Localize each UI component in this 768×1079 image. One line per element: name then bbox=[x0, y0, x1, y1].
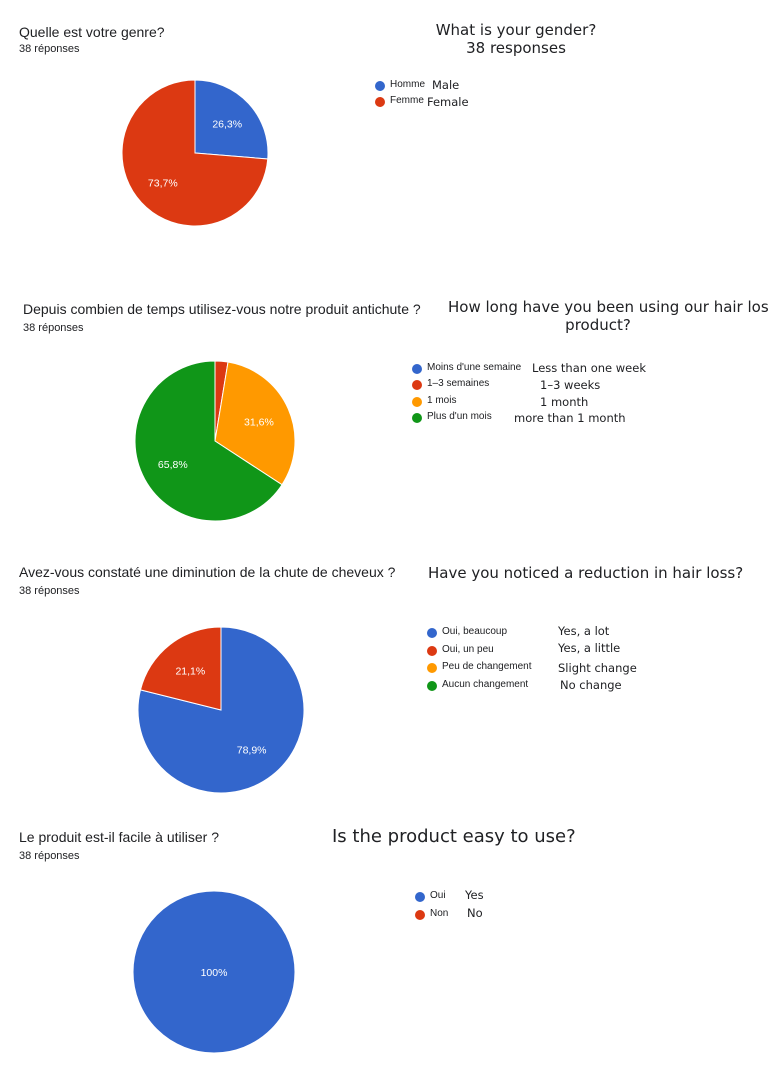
slice-value-label: 73,7% bbox=[148, 178, 178, 190]
translated-title: What is your gender? 38 responses bbox=[416, 21, 616, 57]
pie-chart: 31,6% 65,8% bbox=[134, 360, 296, 522]
legend-translation: Yes bbox=[465, 888, 484, 902]
legend-translation: Slight change bbox=[558, 661, 637, 675]
legend-label: Peu de changement bbox=[442, 661, 532, 672]
legend-label: Femme bbox=[390, 95, 424, 106]
translated-title-line: product? bbox=[565, 316, 631, 334]
legend-dot bbox=[427, 663, 437, 673]
pie-chart: 78,9% 21,1% bbox=[137, 626, 305, 794]
pie-slice-plus-d-un-mois[interactable] bbox=[134, 360, 283, 522]
pie-chart: 26,3% 73,7% bbox=[121, 79, 269, 227]
pie-slice-oui[interactable] bbox=[132, 890, 296, 1054]
response-count: 38 réponses bbox=[19, 585, 80, 597]
legend-label: Oui, beaucoup bbox=[442, 626, 508, 637]
translated-title: Is the product easy to use? bbox=[332, 826, 576, 847]
slice-value-label: 26,3% bbox=[212, 118, 242, 130]
translated-title-line: Have you noticed a reduction in hair los… bbox=[428, 564, 744, 582]
legend-translation: more than 1 month bbox=[514, 411, 626, 425]
pie-slice-oui-un-peu[interactable] bbox=[139, 626, 222, 711]
translated-title-line: Is the product easy to use? bbox=[332, 826, 576, 847]
question-title: Quelle est votre genre? bbox=[19, 24, 165, 40]
pie-slice-homme[interactable] bbox=[194, 79, 269, 160]
legend-translation: 1 month bbox=[540, 395, 589, 409]
question-title: Avez-vous constaté une diminution de la … bbox=[19, 564, 396, 580]
slice-value-label: 78,9% bbox=[237, 744, 267, 756]
translated-title-line: What is your gender? bbox=[435, 21, 597, 39]
chart-section-usage-duration: Depuis combien de temps utilisez-vous no… bbox=[23, 298, 768, 522]
translated-subtitle: 38 responses bbox=[466, 39, 566, 57]
legend-label: Non bbox=[430, 908, 449, 919]
legend-label: Homme bbox=[390, 79, 426, 90]
legend-label: 1 mois bbox=[427, 395, 457, 406]
legend-translation: No bbox=[467, 906, 483, 920]
legend-dot bbox=[415, 910, 425, 920]
slice-value-label: 100% bbox=[201, 967, 228, 979]
translated-title: How long have you been using our hair lo… bbox=[448, 298, 768, 334]
legend-label: Oui bbox=[430, 890, 446, 901]
legend-dot bbox=[415, 892, 425, 902]
slice-value-label: 31,6% bbox=[244, 417, 274, 429]
question-title: Le produit est-il facile à utiliser ? bbox=[19, 829, 219, 845]
legend-translation: 1–3 weeks bbox=[540, 378, 601, 392]
legend-translation: No change bbox=[560, 678, 622, 692]
legend-label: Oui, un peu bbox=[442, 644, 494, 655]
slice-value-label: 65,8% bbox=[158, 459, 188, 471]
legend-translation: Male bbox=[432, 78, 460, 92]
response-count: 38 réponses bbox=[19, 43, 80, 55]
question-title: Depuis combien de temps utilisez-vous no… bbox=[23, 301, 421, 317]
slice-value-label: 21,1% bbox=[175, 666, 205, 678]
pie-slice-femme[interactable] bbox=[121, 79, 269, 227]
chart-section-gender: Quelle est votre genre? 38 réponses What… bbox=[0, 0, 768, 280]
legend-dot bbox=[412, 380, 422, 390]
legend-label: 1–3 semaines bbox=[427, 378, 490, 389]
legend-label: Plus d'un mois bbox=[427, 411, 492, 422]
legend-dot bbox=[412, 413, 422, 423]
legend-dot bbox=[427, 681, 437, 691]
response-count: 38 réponses bbox=[19, 850, 80, 862]
chart-section-hair-loss-reduction: Avez-vous constaté une diminution de la … bbox=[19, 564, 744, 794]
legend-translation: Yes, a little bbox=[558, 641, 621, 655]
legend-label: Aucun changement bbox=[442, 679, 529, 690]
translated-title: Have you noticed a reduction in hair los… bbox=[428, 564, 744, 582]
legend-dot bbox=[412, 364, 422, 374]
legend-label: Moins d'une semaine bbox=[427, 362, 522, 373]
pie-slice-1-mois[interactable] bbox=[214, 361, 296, 486]
legend-translation: Less than one week bbox=[532, 361, 646, 375]
translated-title-line: How long have you been using our hair lo… bbox=[448, 298, 768, 316]
legend-dot bbox=[375, 97, 385, 107]
legend-translation: Yes, a lot bbox=[558, 624, 610, 638]
legend-dot bbox=[427, 646, 437, 656]
legend-dot bbox=[412, 397, 422, 407]
response-count: 38 réponses bbox=[23, 322, 84, 334]
legend-dot bbox=[375, 81, 385, 91]
legend-dot bbox=[427, 628, 437, 638]
legend-translation: Female bbox=[427, 95, 469, 109]
